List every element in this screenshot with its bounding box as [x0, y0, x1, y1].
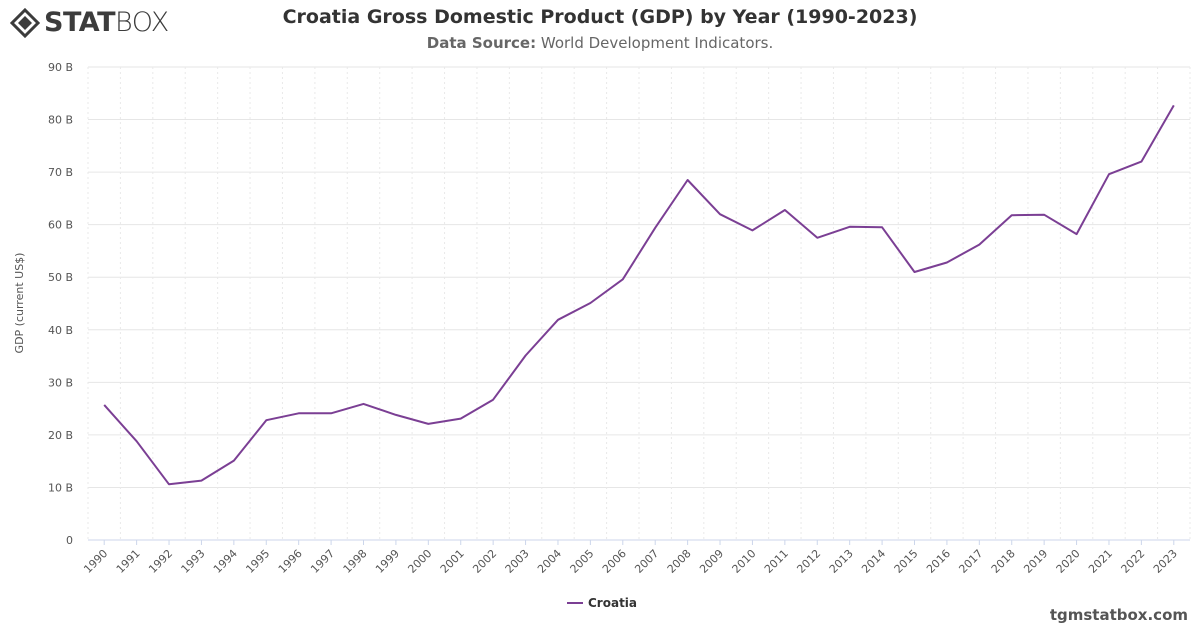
- x-tick-label: 1991: [114, 547, 143, 576]
- x-tick-label: 2013: [827, 547, 856, 576]
- x-tick-label: 2023: [1151, 547, 1180, 576]
- y-tick-label: 70 B: [48, 166, 73, 179]
- x-tick-label: 2018: [989, 547, 1018, 576]
- y-tick-label: 30 B: [48, 376, 73, 389]
- statbox-logo: STATBOX: [10, 6, 169, 40]
- x-tick-label: 2008: [665, 547, 694, 576]
- x-tick-label: 2017: [956, 547, 985, 576]
- source-value: World Development Indicators.: [540, 34, 774, 52]
- x-tick-label: 1998: [341, 547, 370, 576]
- x-tick-label: 2004: [535, 547, 564, 576]
- x-tick-label: 2006: [600, 547, 629, 576]
- logo-light-text: BOX: [114, 7, 169, 38]
- x-tick-label: 2020: [1054, 547, 1083, 576]
- y-tick-label: 0: [66, 534, 73, 547]
- x-tick-label: 1997: [308, 547, 337, 576]
- y-tick-label: 50 B: [48, 271, 73, 284]
- x-tick-label: 2010: [730, 547, 759, 576]
- y-axis-ticks: 0 10 B 20 B 30 B 40 B 50 B 60 B 70 B 80 B 90 B: [48, 61, 73, 547]
- x-axis-ticks: 1990 1991 1992 1993 1994 1995 1996 1997 1998 1999…: [81, 540, 1180, 576]
- x-tick-label: 1999: [373, 547, 402, 576]
- y-tick-label: 40 B: [48, 324, 73, 337]
- x-tick-label: 2002: [470, 547, 499, 576]
- footer-site: tgmstatbox.com: [1049, 606, 1188, 624]
- statbox-diamond-icon: [10, 8, 40, 38]
- chart-subtitle: Data Source: World Development Indicator…: [0, 34, 1200, 52]
- x-tick-label: 1990: [81, 547, 110, 576]
- x-tick-label: 1995: [243, 547, 272, 576]
- grid-lines: [87, 66, 1191, 541]
- x-tick-label: 2012: [794, 547, 823, 576]
- x-tick-label: 1993: [179, 547, 208, 576]
- x-tick-label: 2005: [568, 547, 597, 576]
- x-tick-label: 2022: [1119, 547, 1148, 576]
- logo-bold-text: STAT: [44, 7, 115, 38]
- x-tick-label: 1992: [146, 547, 175, 576]
- x-tick-label: 2011: [762, 547, 791, 576]
- x-tick-label: 2000: [405, 547, 434, 576]
- y-tick-label: 60 B: [48, 219, 73, 232]
- x-tick-label: 2016: [924, 547, 953, 576]
- x-tick-label: 2001: [438, 547, 467, 576]
- series-lines: [103, 104, 1175, 486]
- x-tick-label: 2007: [632, 547, 661, 576]
- x-tick-label: 2021: [1086, 547, 1115, 576]
- source-label: Data Source:: [426, 34, 537, 52]
- x-tick-label: 2014: [859, 547, 888, 576]
- y-axis-label: GDP (current US$): [13, 253, 26, 354]
- y-tick-label: 10 B: [48, 481, 73, 494]
- y-tick-label: 80 B: [48, 114, 73, 127]
- legend-item-croatia[interactable]: Croatia: [567, 596, 637, 610]
- x-tick-label: 2003: [503, 547, 532, 576]
- series-line-croatia: [103, 104, 1175, 486]
- legend: Croatia: [567, 596, 637, 610]
- x-tick-label: 1994: [211, 547, 240, 576]
- x-tick-label: 2015: [892, 547, 921, 576]
- x-tick-label: 2019: [1021, 547, 1050, 576]
- y-tick-label: 20 B: [48, 429, 73, 442]
- x-tick-label: 2009: [697, 547, 726, 576]
- x-tick-label: 1996: [276, 547, 305, 576]
- y-tick-label: 90 B: [48, 61, 73, 74]
- legend-label: Croatia: [588, 596, 637, 610]
- logo-wordmark: STATBOX: [44, 8, 169, 38]
- chart-title: Croatia Gross Domestic Product (GDP) by …: [282, 6, 918, 28]
